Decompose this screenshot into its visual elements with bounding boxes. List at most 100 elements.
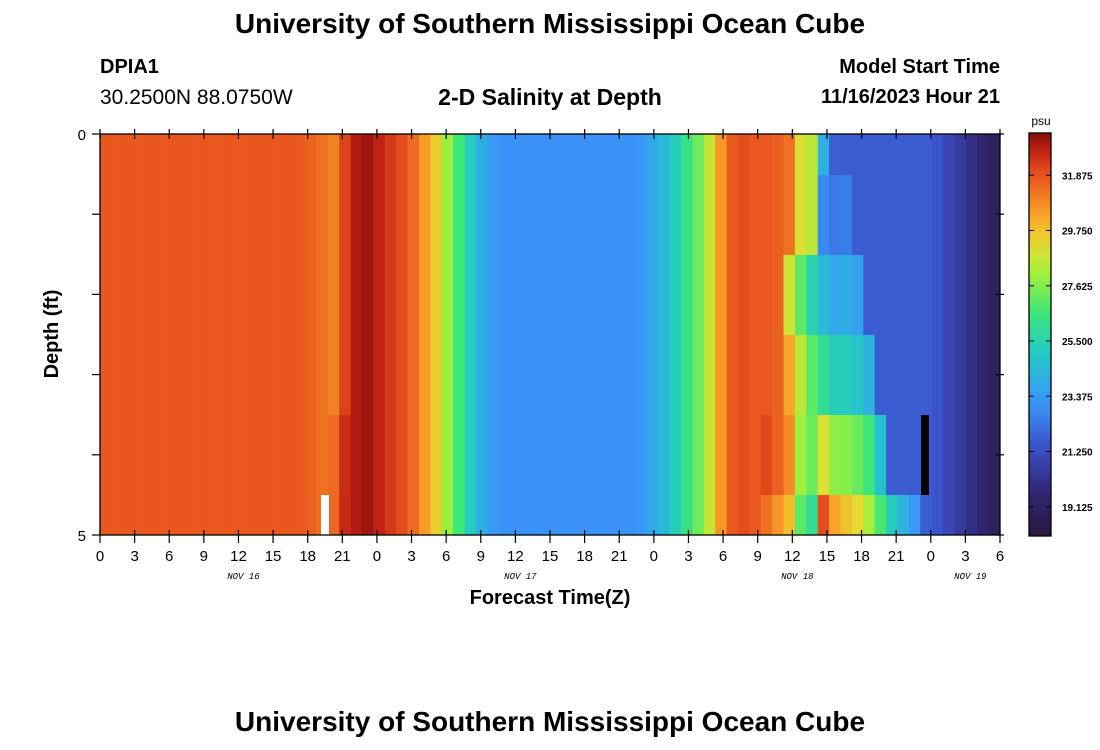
heatmap-cell [555, 335, 568, 415]
heatmap-cell [316, 175, 329, 255]
heatmap-cell [510, 175, 523, 255]
heatmap-cell [248, 415, 261, 495]
heatmap-cell [156, 255, 169, 335]
colorbar-tick-label: 27.625 [1062, 282, 1093, 293]
heatmap-cell [794, 134, 807, 175]
heatmap-cell [681, 495, 693, 535]
heatmap-cell [373, 175, 386, 255]
heatmap-cell [122, 134, 135, 175]
heatmap-cell [100, 415, 112, 495]
heatmap-cell [487, 495, 500, 535]
x-tick-label: 18 [299, 548, 316, 565]
heatmap-cell [646, 255, 659, 335]
heatmap-cell [692, 415, 705, 495]
heatmap-cell [692, 134, 705, 175]
heatmap-cell [624, 335, 637, 415]
heatmap-cell [282, 175, 295, 255]
heatmap-cell [908, 335, 921, 415]
heatmap-cell [441, 415, 454, 495]
heatmap-cell [737, 335, 750, 415]
heatmap-cell [760, 495, 773, 535]
heatmap-cell [772, 415, 785, 495]
heatmap-cell [794, 495, 807, 535]
heatmap-cell [737, 495, 750, 535]
heatmap-cell [829, 335, 842, 415]
heatmap-cell [988, 335, 1000, 415]
heatmap-cell [168, 495, 181, 535]
heatmap-cell [681, 175, 693, 255]
heatmap-cell [635, 415, 648, 495]
heatmap-cell [487, 335, 500, 415]
heatmap-cell [111, 335, 124, 415]
heatmap-cell [646, 175, 659, 255]
heatmap-cell [544, 495, 557, 535]
heatmap-cell [282, 134, 295, 175]
heatmap-cell [544, 134, 557, 175]
heatmap-cell [145, 175, 158, 255]
heatmap-cell [612, 335, 625, 415]
heatmap-cell [384, 335, 397, 415]
heatmap-cell [510, 255, 523, 335]
heatmap-cell [316, 415, 329, 495]
heatmap-cell [373, 335, 386, 415]
heatmap-cell [305, 134, 318, 175]
heatmap-cell [624, 495, 637, 535]
heatmap-cell [726, 495, 739, 535]
heatmap-cell [213, 415, 226, 495]
heatmap-cell [350, 415, 363, 495]
heatmap-cell [977, 495, 990, 535]
x-tick-label: 0 [96, 548, 104, 565]
heatmap-cell [555, 495, 568, 535]
heatmap-cell [100, 335, 112, 415]
model-start-value: 11/16/2023 Hour 21 [820, 86, 1000, 108]
heatmap-cell [954, 335, 967, 415]
heatmap-cell [248, 495, 261, 535]
x-tick-label: 6 [719, 548, 727, 565]
heatmap-cell [863, 134, 876, 175]
heatmap-cell [270, 335, 283, 415]
heatmap-cell [624, 255, 637, 335]
heatmap-cell [794, 255, 807, 335]
heatmap-cell [612, 134, 625, 175]
heatmap-cell [669, 415, 682, 495]
heatmap-cell [453, 335, 466, 415]
y-tick-label: 0 [78, 127, 86, 144]
heatmap-cell [464, 495, 477, 535]
heatmap-cell [806, 175, 819, 255]
heatmap-cell [510, 134, 523, 175]
heatmap-cell [988, 134, 1000, 175]
heatmap-cell [783, 415, 796, 495]
heatmap-cell [737, 415, 750, 495]
heatmap-cell [305, 255, 318, 335]
heatmap-cell [863, 495, 876, 535]
heatmap-cell [589, 175, 602, 255]
heatmap-cell [521, 134, 534, 175]
heatmap-cell [373, 415, 386, 495]
heatmap-cell [384, 415, 397, 495]
heatmap-cell [817, 415, 830, 495]
x-tick-label: 18 [853, 548, 870, 565]
heatmap-cell [612, 415, 625, 495]
colorbar-tick-label: 29.750 [1062, 227, 1093, 238]
heatmap-cell [339, 415, 352, 495]
heatmap-cell [589, 335, 602, 415]
station-id: DPIA1 [100, 56, 159, 78]
heatmap-cell [954, 415, 967, 495]
heatmap-cell [601, 495, 614, 535]
heatmap-cell [362, 134, 375, 175]
heatmap-cell [418, 255, 431, 335]
heatmap-cell [293, 134, 306, 175]
heatmap-cell [179, 134, 192, 175]
heatmap-cell [453, 134, 466, 175]
heatmap-cell [270, 415, 283, 495]
heatmap-cell [635, 134, 648, 175]
heatmap-cell [908, 175, 921, 255]
heatmap-cell [510, 415, 523, 495]
heatmap-cell [897, 415, 910, 495]
heatmap-cell [134, 255, 147, 335]
heatmap-cell [567, 134, 580, 175]
heatmap-cell [749, 495, 762, 535]
heatmap-cell [658, 175, 671, 255]
heatmap-cell [544, 255, 557, 335]
heatmap-cell [270, 134, 283, 175]
